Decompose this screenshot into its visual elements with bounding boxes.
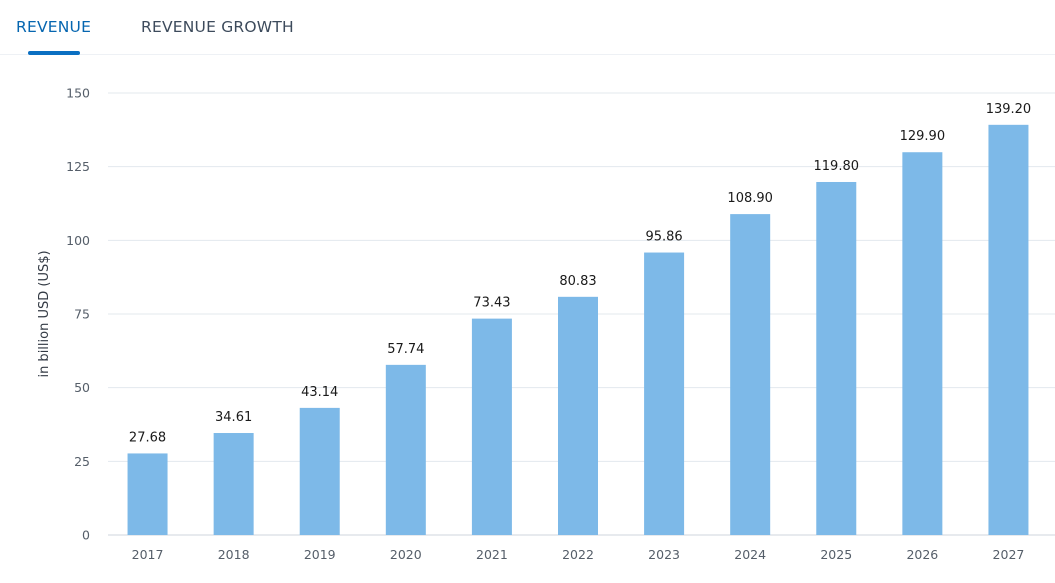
tab-revenue-growth[interactable]: REVENUE GROWTH — [141, 18, 294, 36]
x-tick-label: 2018 — [218, 547, 250, 562]
bar-2021[interactable] — [471, 318, 512, 535]
value-label: 119.80 — [814, 159, 860, 174]
bar-2019[interactable] — [299, 407, 340, 535]
value-label: 80.83 — [559, 274, 596, 289]
x-tick-label: 2024 — [734, 547, 766, 562]
bar-2024[interactable] — [730, 214, 771, 535]
value-label: 43.14 — [301, 385, 338, 400]
y-tick-label: 125 — [66, 159, 90, 174]
tab-bar: REVENUE REVENUE GROWTH — [0, 0, 1055, 55]
bar-2025[interactable] — [816, 181, 857, 536]
y-tick-label: 0 — [82, 528, 90, 543]
x-tick-label: 2026 — [906, 547, 938, 562]
value-label: 57.74 — [387, 342, 424, 357]
x-tick-label: 2025 — [820, 547, 852, 562]
y-tick-label: 25 — [74, 454, 90, 469]
value-label: 34.61 — [215, 410, 252, 425]
x-axis-ticks: 2017 2018 2019 2020 2021 2022 2023 2024 2025 2026… — [132, 547, 1025, 562]
bar-2026[interactable] — [902, 152, 943, 535]
x-tick-label: 2017 — [132, 547, 164, 562]
bar-2020[interactable] — [385, 364, 426, 535]
value-label: 129.90 — [900, 129, 946, 144]
bar-2023[interactable] — [644, 252, 685, 535]
active-tab-indicator — [28, 51, 80, 55]
bars — [127, 124, 1029, 536]
tab-revenue[interactable]: REVENUE — [16, 18, 92, 36]
value-label: 108.90 — [727, 191, 773, 206]
x-tick-label: 2022 — [562, 547, 594, 562]
bar-2017[interactable] — [127, 453, 168, 535]
bar-2018[interactable] — [213, 433, 254, 535]
x-tick-label: 2020 — [390, 547, 422, 562]
y-axis-ticks: 0 25 50 75 100 125 150 — [66, 86, 90, 543]
y-tick-label: 75 — [74, 307, 90, 322]
y-tick-label: 150 — [66, 86, 90, 101]
bar-2027[interactable] — [988, 124, 1029, 535]
revenue-bar-chart: 0 25 50 75 100 125 150 27.68 34.61 43.14 57.74 73.… — [37, 86, 1055, 562]
value-label: 139.20 — [986, 102, 1032, 117]
x-tick-label: 2019 — [304, 547, 336, 562]
y-axis-label: in billion USD (US$) — [37, 250, 52, 377]
x-tick-label: 2027 — [993, 547, 1025, 562]
value-label: 27.68 — [129, 430, 166, 445]
value-labels: 27.68 34.61 43.14 57.74 73.43 80.83 95.86 108.9… — [129, 102, 1031, 446]
value-label: 95.86 — [645, 230, 682, 245]
x-tick-label: 2023 — [648, 547, 680, 562]
y-tick-label: 100 — [66, 233, 90, 248]
value-label: 73.43 — [473, 296, 510, 311]
y-tick-label: 50 — [74, 380, 90, 395]
bar-2022[interactable] — [558, 296, 598, 535]
x-tick-label: 2021 — [476, 547, 508, 562]
